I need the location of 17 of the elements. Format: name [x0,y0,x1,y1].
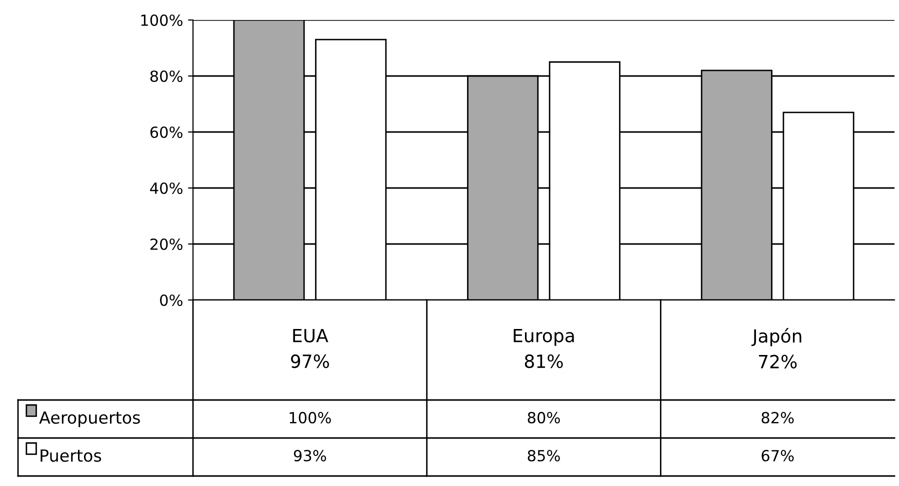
x-tick-label: EUA 97% [290,328,329,368]
x-tick-label: Japón 72% [751,328,802,368]
y-tick-label: 40% [150,182,182,194]
data-label: 80% [528,412,560,424]
y-tick-label: 60% [150,126,182,138]
x-tick-label: Europa 81% [514,328,574,368]
data-label: 67% [762,450,794,462]
y-tick-label: 20% [150,238,182,250]
legend-label: Puertos [40,449,102,462]
data-label: 100% [290,412,331,424]
y-tick-label: 80% [150,70,182,82]
legend-label: Aeropuertos [39,411,140,428]
data-label: 82% [762,412,794,424]
data-label: 85% [528,450,560,462]
y-tick-label: 100% [141,14,182,26]
y-tick-label: 0% [160,294,182,306]
data-label: 93% [294,450,326,462]
